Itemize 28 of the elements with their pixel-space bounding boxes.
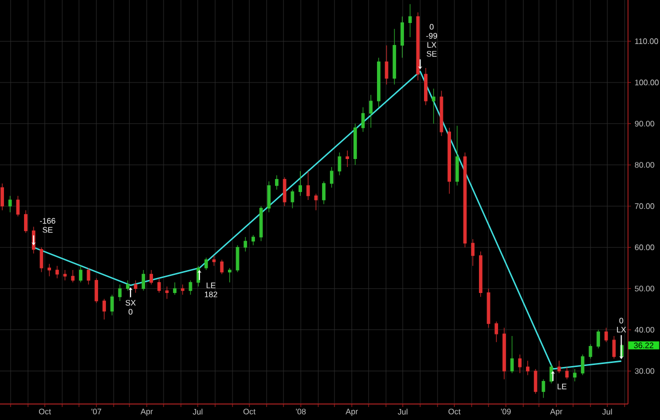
- x-tick-label: '08: [296, 408, 306, 414]
- y-tick-label: 80.00: [634, 162, 654, 168]
- x-tick-label: Jul: [192, 408, 202, 415]
- x-tick-label: Oct: [38, 408, 51, 414]
- y-tick-label: 40.00: [634, 326, 654, 333]
- annotation: 0 -99 LX SE: [426, 24, 438, 57]
- annotation: LE 182: [204, 282, 218, 298]
- x-tick-label: Oct: [448, 408, 461, 414]
- annotation: -166 SE: [40, 218, 56, 233]
- y-tick-label: 30.00: [634, 368, 654, 374]
- x-tick-label: Apr: [140, 408, 153, 416]
- x-tick-label: Jul: [602, 408, 612, 415]
- annotation: 36.22: [634, 342, 654, 348]
- x-tick-label: Oct: [243, 408, 256, 414]
- y-tick-label: 50.00: [634, 286, 654, 292]
- y-tick-label: 70.00: [634, 203, 654, 209]
- x-tick-label: Jul: [398, 408, 408, 415]
- annotation: LE: [558, 384, 566, 390]
- annotation: SX 0: [126, 300, 136, 315]
- x-tick-label: Apr: [550, 408, 562, 416]
- y-tick-label: 110.00: [635, 38, 658, 44]
- y-tick-label: 100.00: [635, 80, 659, 86]
- y-tick-label: 60.00: [634, 244, 654, 250]
- y-tick-label: 90.00: [634, 120, 654, 127]
- x-tick-label: Apr: [346, 408, 358, 416]
- annotation: 0 LX: [617, 318, 626, 332]
- x-tick-label: '09: [501, 408, 511, 414]
- x-tick-label: '07: [92, 408, 102, 414]
